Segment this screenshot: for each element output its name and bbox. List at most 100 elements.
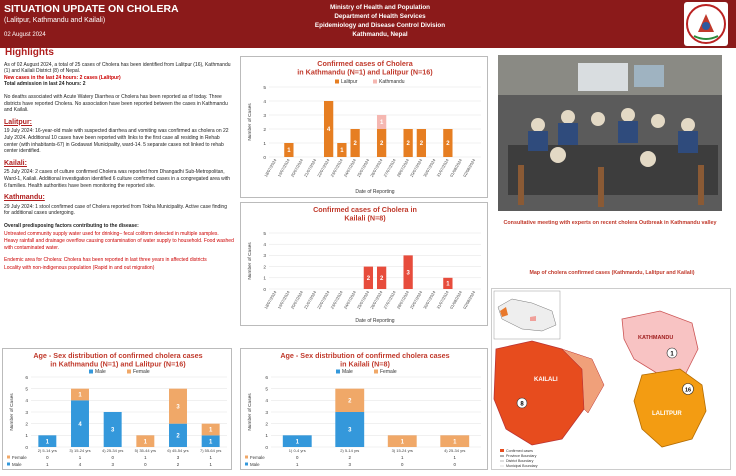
y-tick-label: 4 [263, 242, 266, 248]
data-label: 2 [380, 276, 384, 282]
deaths-text: No deaths associated with Acute Watery D… [4, 93, 228, 114]
chart-title: Age - Sex distribution of confirmed chol… [280, 351, 449, 360]
y-tick-label: 4 [263, 99, 266, 105]
kathmandu-region [621, 310, 699, 376]
chart-kailali: Confirmed cases of Cholera in Kailali (N=… [240, 202, 488, 326]
legend-item: District Boundary [506, 459, 534, 463]
x-tick-label: 02/08/2024 [462, 157, 477, 178]
bar [201, 423, 220, 436]
table-cell: 0 [46, 455, 49, 460]
photo-caption: Consultative meeting with experts on rec… [503, 220, 717, 226]
kathmandu-label: KATHMANDU [638, 335, 673, 341]
x-tick-label: 6) 45-54 yrs [167, 448, 188, 453]
y-tick-label: 2 [265, 421, 268, 427]
data-label: 1 [296, 439, 300, 445]
data-label: 1 [446, 282, 450, 288]
y-tick-label: 5 [263, 231, 266, 237]
table-row-label: Female [12, 455, 27, 460]
data-label: 1 [209, 428, 213, 434]
table-cell: 1 [209, 462, 212, 467]
bar [403, 255, 413, 289]
x-tick-label: 4) 25-34 yrs [102, 448, 123, 453]
y-axis-label: Number of Cases [247, 242, 253, 280]
bar [376, 266, 387, 289]
bar [387, 435, 417, 447]
legend-label: Female [380, 369, 397, 375]
bar [71, 400, 89, 447]
y-tick-label: 0 [25, 445, 28, 451]
y-tick-label: 3 [265, 410, 268, 416]
table-row-label: Male [250, 462, 260, 467]
table-cell: 1 [79, 455, 82, 460]
bar [201, 435, 220, 447]
bar [335, 412, 365, 447]
table-swatch [7, 462, 10, 466]
table-cell: 0 [144, 462, 147, 467]
y-tick-label: 1 [263, 141, 266, 147]
chart-age-sex-lalitpur: Age - Sex distribution of confirmed chol… [2, 348, 232, 470]
legend-swatch [89, 369, 93, 374]
bar [323, 101, 334, 157]
kailali-count-badge [516, 397, 528, 409]
table-cell: 1 [454, 455, 457, 460]
chart-title: Kailali (N=8) [344, 214, 386, 223]
data-label: 1 [340, 148, 344, 154]
lalitpur-label: LALITPUR [652, 411, 682, 417]
y-axis-label: Number of Cases [247, 393, 253, 431]
org-line: Ministry of Health and Population [329, 4, 431, 11]
table-cell: 0 [401, 462, 404, 467]
bar [350, 129, 360, 157]
table-cell: 0 [454, 462, 457, 467]
legend-swatch [127, 369, 131, 374]
x-tick-label: 3) 15-24 yrs [69, 448, 90, 453]
x-tick-label: 1) 0-4 yrs [289, 448, 306, 453]
chart-lalitpur-kathmandu: Confirmed cases of Cholera in Kathmandu (… [240, 56, 488, 198]
legend-item: Confirmed cases [506, 449, 533, 453]
y-tick-label: 2 [263, 127, 266, 133]
lalitpur-region [633, 368, 707, 448]
data-label: 2 [367, 276, 371, 282]
y-tick-label: 3 [263, 113, 266, 119]
table-cell: 4 [79, 462, 82, 467]
y-tick-label: 2 [263, 264, 266, 270]
chart-title: Confirmed cases of Cholera [317, 59, 413, 68]
org-block: Ministry of Health and Population Depart… [270, 3, 490, 39]
highlights-heading: Highlights [5, 47, 54, 58]
data-label: 3 [348, 428, 352, 434]
table-cell: 1 [209, 455, 212, 460]
data-label: 4 [327, 127, 331, 133]
org-line: Epidemiology and Disease Control Divisio… [314, 22, 446, 29]
x-tick-label: 2) 5-14 yrs [38, 448, 57, 453]
y-tick-label: 5 [263, 85, 266, 91]
x-tick-label: 3) 15-24 yrs [392, 448, 413, 453]
y-tick-label: 1 [265, 433, 268, 439]
report-title: SITUATION UPDATE ON CHOLERA [4, 3, 179, 15]
x-tick-label: 5) 35-44 yrs [135, 448, 156, 453]
bar [440, 435, 470, 447]
migration-text: Locality with non-indigenous population … [4, 264, 155, 271]
bar [443, 277, 453, 289]
data-label: 1 [78, 393, 82, 399]
factors-heading: Overall predisposing factors contributin… [4, 222, 139, 229]
data-label: 1 [209, 439, 213, 445]
x-axis-label: Date of Reporting [355, 318, 394, 324]
case-map: 8 KAILALI KATHMANDU 1 LALITPUR 16 Confir… [491, 288, 731, 470]
table-swatch [245, 462, 248, 466]
table-cell: 1 [401, 455, 404, 460]
y-axis-label: Number of Cases [247, 103, 253, 141]
y-tick-label: 3 [25, 410, 28, 416]
y-tick-label: 0 [263, 155, 266, 161]
legend-label: Lalitpur [341, 79, 358, 85]
bar [403, 129, 413, 157]
legend-label: Female [133, 369, 150, 375]
bar [416, 129, 427, 157]
y-axis-label: Number of Cases [9, 393, 15, 431]
y-tick-label: 4 [25, 398, 28, 404]
table-cell: 1 [296, 462, 299, 467]
header-banner: SITUATION UPDATE ON CHOLERA (Lalitpur, K… [0, 0, 736, 48]
table-swatch [7, 455, 10, 459]
y-tick-label: 1 [25, 433, 28, 439]
table-cell: 3 [177, 455, 180, 460]
bar [335, 388, 365, 412]
highlights-panel: Highlights As of 02 August 2024, a total… [4, 47, 234, 388]
